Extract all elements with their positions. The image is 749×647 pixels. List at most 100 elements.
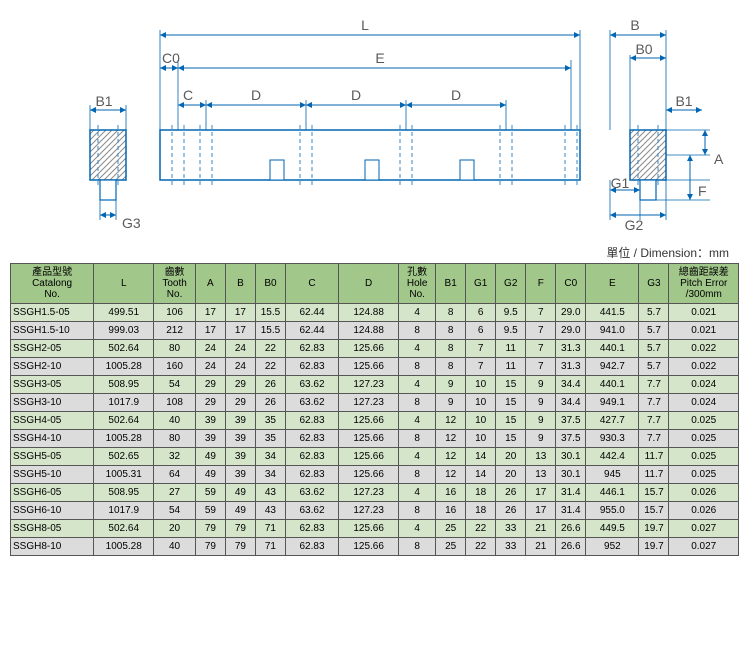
cell: 10: [466, 412, 496, 430]
cell: 127.23: [339, 376, 399, 394]
cell: 29.0: [556, 322, 586, 340]
cell: 440.1: [586, 376, 639, 394]
cell: 54: [154, 376, 196, 394]
cell: 62.44: [285, 322, 338, 340]
cell: 127.23: [339, 484, 399, 502]
cell: 7.7: [639, 376, 669, 394]
cell: 941.0: [586, 322, 639, 340]
cell: 71: [255, 538, 285, 556]
cell: 39: [225, 430, 255, 448]
cell: 9.5: [496, 304, 526, 322]
cell: 127.23: [339, 502, 399, 520]
cell: 449.5: [586, 520, 639, 538]
dim-D1: D: [251, 87, 261, 103]
cell: 62.83: [285, 340, 338, 358]
cell: 79: [195, 520, 225, 538]
cell: 508.95: [94, 376, 154, 394]
cell: 7.7: [639, 412, 669, 430]
side-view-left: [90, 125, 126, 200]
col-header-10: G1: [466, 264, 496, 304]
table-row: SSGH6-101017.95459494363.62127.238161826…: [11, 502, 739, 520]
cell: 62.83: [285, 412, 338, 430]
cell: 0.027: [669, 520, 739, 538]
cell: 29: [225, 376, 255, 394]
cell: 19.7: [639, 538, 669, 556]
cell: 33: [496, 538, 526, 556]
cell: 29: [225, 394, 255, 412]
dim-B: B: [630, 17, 639, 33]
cell: 125.66: [339, 340, 399, 358]
cell: 33: [496, 520, 526, 538]
cell: 11: [496, 358, 526, 376]
cell: 9: [436, 394, 466, 412]
cell: SSGH5-05: [11, 448, 94, 466]
cell: 19.7: [639, 520, 669, 538]
cell: 62.83: [285, 538, 338, 556]
cell: SSGH4-10: [11, 430, 94, 448]
cell: 11: [496, 340, 526, 358]
cell: 508.95: [94, 484, 154, 502]
table-row: SSGH1.5-05499.51106171715.562.44124.8848…: [11, 304, 739, 322]
dim-F: F: [698, 183, 707, 199]
col-header-5: B0: [255, 264, 285, 304]
cell: 502.64: [94, 412, 154, 430]
cell: 59: [195, 484, 225, 502]
dim-L: L: [361, 17, 369, 33]
cell: 71: [255, 520, 285, 538]
table-row: SSGH5-05502.653249393462.83125.664121420…: [11, 448, 739, 466]
cell: 442.4: [586, 448, 639, 466]
cell: 26: [496, 484, 526, 502]
dim-B1L: B1: [95, 93, 112, 109]
cell: 11.7: [639, 448, 669, 466]
cell: SSGH4-05: [11, 412, 94, 430]
dim-D2: D: [351, 87, 361, 103]
cell: 9: [526, 394, 556, 412]
cell: 125.66: [339, 520, 399, 538]
dim-D3: D: [451, 87, 461, 103]
cell: 8: [436, 304, 466, 322]
cell: 0.025: [669, 412, 739, 430]
cell: 37.5: [556, 430, 586, 448]
table-body: SSGH1.5-05499.51106171715.562.44124.8848…: [11, 304, 739, 556]
cell: 11.7: [639, 466, 669, 484]
cell: 952: [586, 538, 639, 556]
cell: 8: [436, 322, 466, 340]
cell: 31.4: [556, 484, 586, 502]
cell: 0.022: [669, 340, 739, 358]
cell: 4: [399, 304, 436, 322]
cell: 9.5: [496, 322, 526, 340]
cell: 12: [436, 448, 466, 466]
cell: 22: [466, 520, 496, 538]
cell: 127.23: [339, 394, 399, 412]
cell: 37.5: [556, 412, 586, 430]
cell: 22: [466, 538, 496, 556]
col-header-1: L: [94, 264, 154, 304]
cell: 17: [225, 322, 255, 340]
cell: SSGH8-10: [11, 538, 94, 556]
cell: 0.027: [669, 538, 739, 556]
cell: 7: [526, 340, 556, 358]
col-header-12: F: [526, 264, 556, 304]
dim-G2: G2: [625, 217, 644, 233]
dim-C0: C0: [162, 50, 180, 66]
side-view-right: [630, 125, 666, 200]
cell: 25: [436, 538, 466, 556]
cell: 35: [255, 430, 285, 448]
cell: 7.7: [639, 430, 669, 448]
cell: 79: [225, 520, 255, 538]
cell: 108: [154, 394, 196, 412]
cell: 4: [399, 484, 436, 502]
cell: 63.62: [285, 376, 338, 394]
cell: 0.026: [669, 484, 739, 502]
cell: 0.024: [669, 376, 739, 394]
cell: 9: [436, 376, 466, 394]
cell: 20: [496, 448, 526, 466]
cell: 8: [399, 322, 436, 340]
cell: 20: [154, 520, 196, 538]
cell: 40: [154, 412, 196, 430]
cell: 26: [496, 502, 526, 520]
cell: 125.66: [339, 448, 399, 466]
col-header-9: B1: [436, 264, 466, 304]
cell: 160: [154, 358, 196, 376]
cell: 35: [255, 412, 285, 430]
